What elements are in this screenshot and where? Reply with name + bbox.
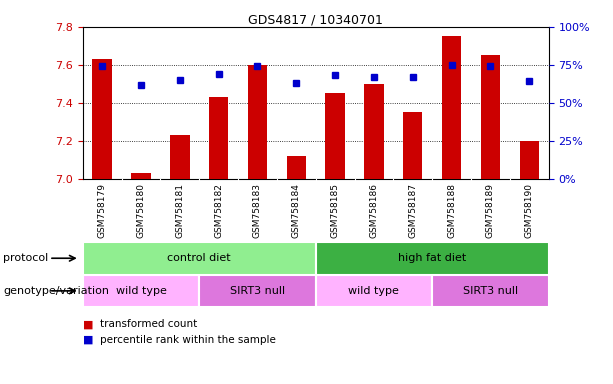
Text: control diet: control diet <box>167 253 231 263</box>
Text: protocol: protocol <box>3 253 48 263</box>
Bar <box>316 275 432 307</box>
Bar <box>248 65 267 179</box>
Text: GSM758189: GSM758189 <box>486 183 495 238</box>
Text: GSM758180: GSM758180 <box>137 183 145 238</box>
Text: GSM758188: GSM758188 <box>447 183 456 238</box>
Bar <box>364 84 384 179</box>
Text: GDS4817 / 10340701: GDS4817 / 10340701 <box>248 13 383 26</box>
Text: GSM758187: GSM758187 <box>408 183 417 238</box>
Text: high fat diet: high fat diet <box>398 253 466 263</box>
Text: percentile rank within the sample: percentile rank within the sample <box>100 335 276 345</box>
Text: genotype/variation: genotype/variation <box>3 286 109 296</box>
Bar <box>442 36 462 179</box>
Bar <box>403 112 422 179</box>
Bar <box>209 97 228 179</box>
Bar <box>199 275 316 307</box>
Bar <box>170 135 189 179</box>
Text: ■: ■ <box>83 335 93 345</box>
Bar <box>326 93 345 179</box>
Bar <box>83 242 316 275</box>
Text: wild type: wild type <box>116 286 166 296</box>
Text: transformed count: transformed count <box>100 319 197 329</box>
Text: GSM758179: GSM758179 <box>97 183 107 238</box>
Text: GSM758184: GSM758184 <box>292 183 301 238</box>
Text: ■: ■ <box>83 319 93 329</box>
Bar <box>519 141 539 179</box>
Bar <box>93 59 112 179</box>
Bar <box>481 55 500 179</box>
Text: SIRT3 null: SIRT3 null <box>230 286 285 296</box>
Bar <box>287 156 306 179</box>
Text: GSM758190: GSM758190 <box>525 183 534 238</box>
Text: GSM758183: GSM758183 <box>253 183 262 238</box>
Bar <box>131 173 151 179</box>
Bar <box>432 275 549 307</box>
Text: GSM758182: GSM758182 <box>214 183 223 238</box>
Text: GSM758181: GSM758181 <box>175 183 185 238</box>
Text: wild type: wild type <box>349 286 399 296</box>
Bar <box>316 242 549 275</box>
Text: GSM758185: GSM758185 <box>330 183 340 238</box>
Text: GSM758186: GSM758186 <box>370 183 378 238</box>
Text: SIRT3 null: SIRT3 null <box>463 286 518 296</box>
Bar <box>83 275 199 307</box>
